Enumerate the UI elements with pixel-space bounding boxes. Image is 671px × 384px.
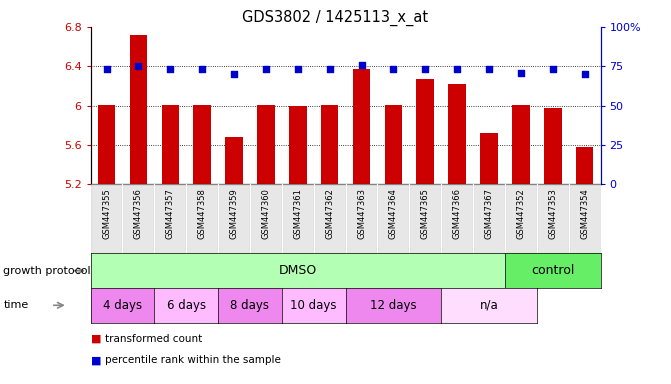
Text: transformed count: transformed count (105, 334, 203, 344)
Bar (162, 104, 179, 184)
Point (197, 66, 207, 73)
Point (356, 61, 367, 68)
Point (388, 66, 399, 73)
Bar (505, 184, 537, 253)
Bar (225, 137, 243, 184)
Bar (537, 184, 568, 253)
Point (420, 66, 431, 73)
Point (260, 66, 271, 73)
Text: 12 days: 12 days (370, 299, 417, 312)
Text: GSM447359: GSM447359 (229, 188, 238, 238)
Point (229, 71, 240, 77)
Bar (417, 79, 434, 184)
Text: GSM447355: GSM447355 (102, 188, 111, 238)
Point (324, 66, 335, 73)
Text: GSM447354: GSM447354 (580, 188, 589, 238)
Point (293, 66, 303, 73)
Bar (289, 106, 307, 184)
Bar (480, 133, 498, 184)
Text: GSM447353: GSM447353 (548, 188, 557, 238)
Bar (257, 104, 274, 184)
Text: ■: ■ (91, 334, 105, 344)
Bar (98, 104, 115, 184)
Bar (346, 184, 377, 253)
Bar (154, 184, 186, 253)
Bar (384, 104, 402, 184)
Text: GSM447366: GSM447366 (453, 188, 462, 239)
Bar (448, 84, 466, 184)
Bar (250, 184, 282, 253)
Text: GSM447357: GSM447357 (166, 188, 174, 238)
Text: GSM447360: GSM447360 (262, 188, 270, 238)
Point (165, 66, 176, 73)
Bar (512, 104, 529, 184)
Point (515, 70, 526, 76)
Text: GSM447362: GSM447362 (325, 188, 334, 238)
Bar (377, 184, 409, 253)
Text: time: time (3, 300, 29, 310)
Bar (186, 184, 218, 253)
Text: GDS3802 / 1425113_x_at: GDS3802 / 1425113_x_at (242, 10, 429, 26)
Text: GSM447363: GSM447363 (357, 188, 366, 239)
Bar (568, 184, 601, 253)
Text: 4 days: 4 days (103, 299, 142, 312)
Bar (313, 184, 346, 253)
Bar (473, 184, 505, 253)
Bar (576, 147, 593, 184)
Bar (353, 69, 370, 184)
Text: GSM447352: GSM447352 (517, 188, 525, 238)
Text: 6 days: 6 days (166, 299, 206, 312)
Bar (442, 184, 473, 253)
Bar (282, 184, 313, 253)
Bar (91, 184, 123, 253)
Bar (321, 104, 338, 184)
Text: GSM447365: GSM447365 (421, 188, 429, 238)
Text: DMSO: DMSO (278, 264, 317, 277)
Point (133, 63, 144, 70)
Text: GSM447356: GSM447356 (134, 188, 143, 238)
Point (579, 71, 590, 77)
Text: control: control (531, 264, 574, 277)
Bar (123, 184, 154, 253)
Bar (130, 35, 147, 184)
Text: 8 days: 8 days (230, 299, 270, 312)
Bar (409, 184, 442, 253)
Bar (544, 108, 562, 184)
Bar (193, 104, 211, 184)
Bar (218, 184, 250, 253)
Text: ■: ■ (91, 355, 105, 365)
Text: growth protocol: growth protocol (3, 266, 91, 276)
Point (101, 66, 112, 73)
Text: GSM447358: GSM447358 (198, 188, 207, 238)
Point (452, 66, 462, 73)
Text: GSM447367: GSM447367 (484, 188, 493, 239)
Text: GSM447364: GSM447364 (389, 188, 398, 238)
Text: percentile rank within the sample: percentile rank within the sample (105, 355, 281, 365)
Text: n/a: n/a (480, 299, 499, 312)
Text: GSM447361: GSM447361 (293, 188, 302, 238)
Point (484, 66, 495, 73)
Point (548, 66, 558, 73)
Text: 10 days: 10 days (291, 299, 337, 312)
